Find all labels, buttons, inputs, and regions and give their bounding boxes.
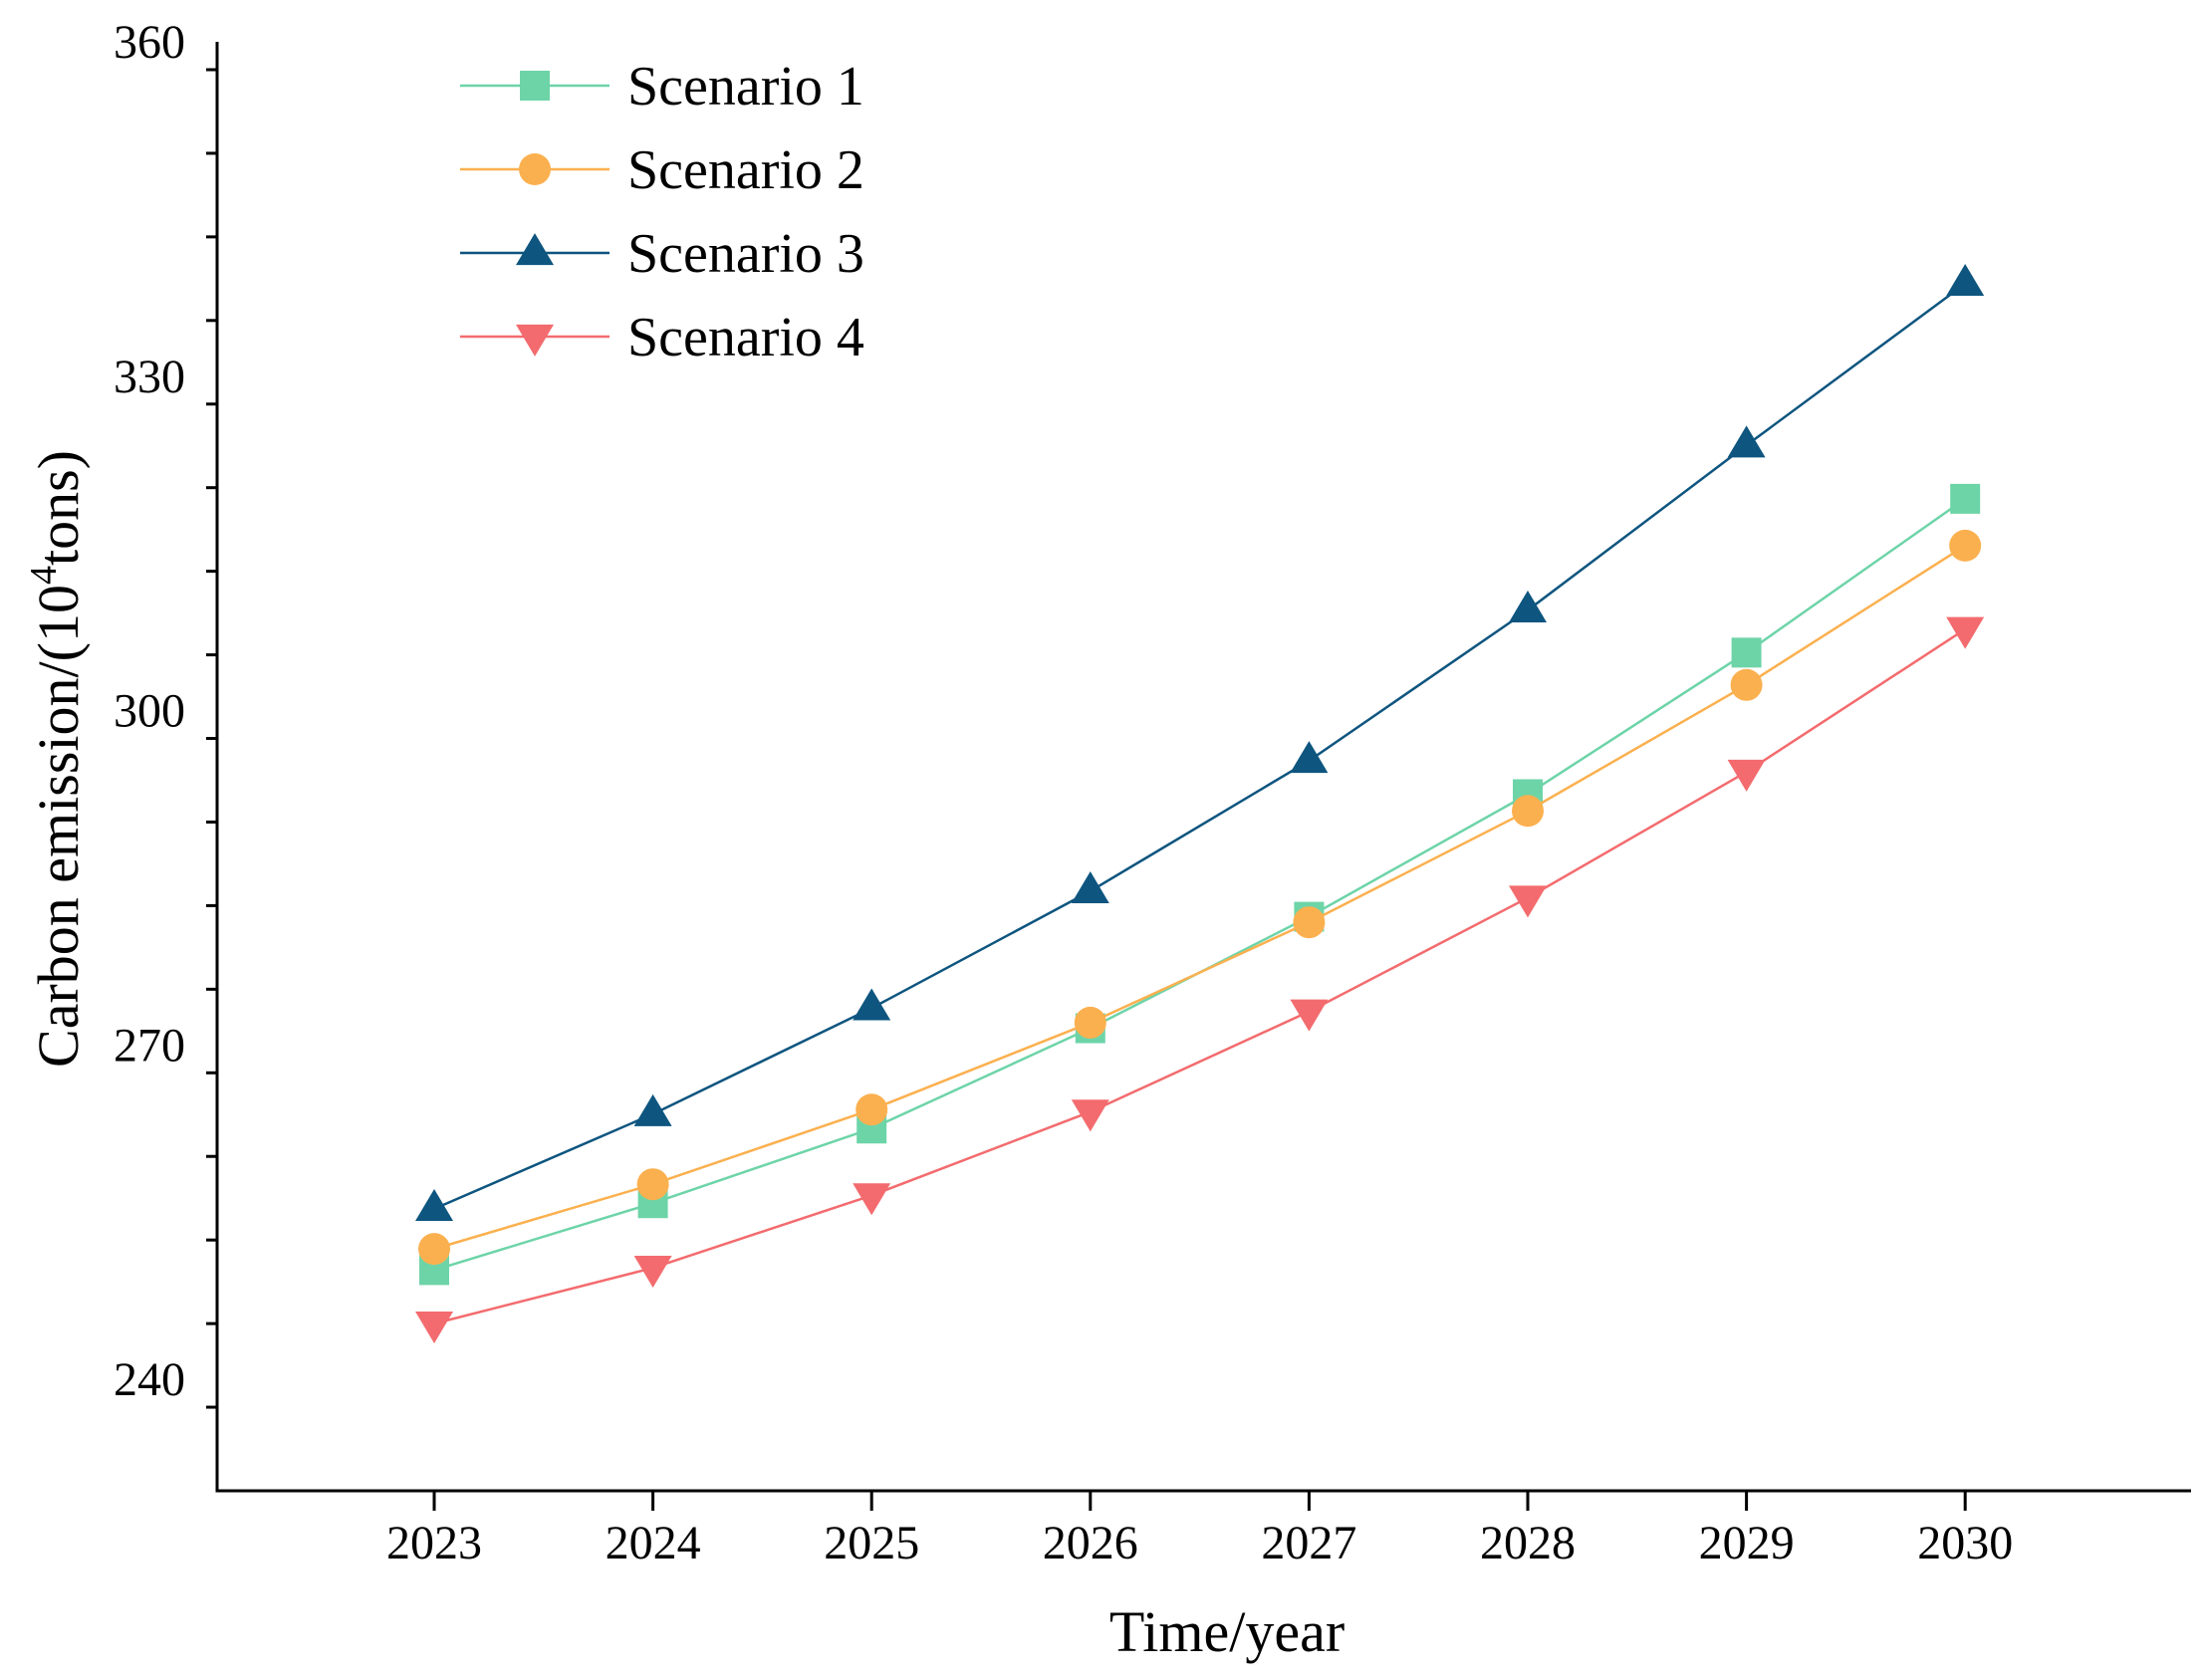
series-4-point-2028 xyxy=(1509,885,1547,918)
x-tick-label-2027: 2027 xyxy=(1261,1517,1356,1569)
series-4-point-2026 xyxy=(1071,1099,1109,1132)
series-2-point-2023 xyxy=(418,1233,450,1266)
series-3 xyxy=(415,264,1985,1221)
legend-item-3: Scenario 3 xyxy=(460,223,864,285)
x-tick-label-2026: 2026 xyxy=(1043,1517,1138,1569)
series-3-point-2025 xyxy=(853,988,891,1021)
x-tick-label-2028: 2028 xyxy=(1480,1517,1576,1569)
x-tick-label-2024: 2024 xyxy=(606,1517,701,1569)
series-2 xyxy=(418,529,1982,1266)
series-2-point-2030 xyxy=(1949,529,1982,562)
series-2-point-2029 xyxy=(1730,668,1763,701)
series-3-point-2029 xyxy=(1727,425,1766,458)
series-3-point-2026 xyxy=(1071,871,1109,904)
series-2-point-2024 xyxy=(636,1168,669,1201)
series-3-point-2027 xyxy=(1290,741,1329,774)
y-axis-title-superscript: 4 xyxy=(23,566,65,585)
legend: Scenario 1 Scenario 2 Scenario 3 Scenario 4 xyxy=(460,56,864,368)
series-2-point-2026 xyxy=(1074,1006,1106,1039)
series-4-point-2030 xyxy=(1946,616,1985,649)
legend-label-4: Scenario 4 xyxy=(627,307,864,368)
legend-label-3: Scenario 3 xyxy=(627,223,864,285)
series-1 xyxy=(419,483,1981,1286)
legend-marker-2 xyxy=(519,153,551,185)
series-1-line xyxy=(433,497,1966,1272)
legend-marker-1 xyxy=(520,71,550,101)
series-4-point-2029 xyxy=(1727,759,1766,792)
series-4-point-2025 xyxy=(853,1183,891,1216)
series-2-point-2028 xyxy=(1512,795,1544,828)
legend-marker-3 xyxy=(516,233,554,266)
series-1-point-2030 xyxy=(1950,483,1981,514)
series-3-line xyxy=(433,282,1966,1210)
legend-item-4: Scenario 4 xyxy=(460,307,864,368)
x-tick-label-2029: 2029 xyxy=(1699,1517,1795,1569)
series-1-point-2029 xyxy=(1731,637,1762,668)
legend-item-1: Scenario 1 xyxy=(460,56,864,118)
series-4-point-2027 xyxy=(1290,999,1329,1032)
y-axis-title-prefix: Carbon emission/(10 xyxy=(26,585,91,1068)
series-2-point-2025 xyxy=(856,1093,888,1126)
y-axis-title-suffix: tons) xyxy=(26,450,91,566)
legend-label-1: Scenario 1 xyxy=(627,56,864,118)
legend-item-2: Scenario 2 xyxy=(460,139,864,201)
series-3-point-2023 xyxy=(415,1188,453,1221)
series-4-point-2024 xyxy=(633,1255,672,1288)
x-tick-label-2023: 2023 xyxy=(386,1517,482,1569)
legend-label-2: Scenario 2 xyxy=(627,139,864,201)
series-4 xyxy=(415,616,1985,1343)
series-3-point-2028 xyxy=(1509,590,1547,622)
y-tick-label-330: 330 xyxy=(114,351,185,403)
legend-marker-4 xyxy=(516,324,554,357)
y-tick-label-270: 270 xyxy=(114,1019,185,1072)
x-axis-title: Time/year xyxy=(1109,1599,1344,1664)
y-tick-label-300: 300 xyxy=(114,685,185,738)
series-4-line xyxy=(433,627,1966,1325)
series-2-line xyxy=(433,544,1966,1251)
x-tick-label-2030: 2030 xyxy=(1917,1517,2013,1569)
y-tick-label-240: 240 xyxy=(114,1353,185,1406)
series-3-point-2024 xyxy=(633,1093,672,1126)
y-axis-title: Carbon emission/(104tons) xyxy=(23,450,91,1068)
series-2-point-2027 xyxy=(1293,906,1326,939)
series-3-point-2030 xyxy=(1946,264,1985,297)
series-layer xyxy=(415,264,1985,1343)
x-tick-label-2025: 2025 xyxy=(824,1517,919,1569)
y-tick-label-360: 360 xyxy=(114,16,185,69)
axes-layer: 240 270 300 330 360 2023 2024 2025 2026 2027 2028 2… xyxy=(114,16,2191,1569)
series-4-point-2023 xyxy=(415,1311,453,1343)
